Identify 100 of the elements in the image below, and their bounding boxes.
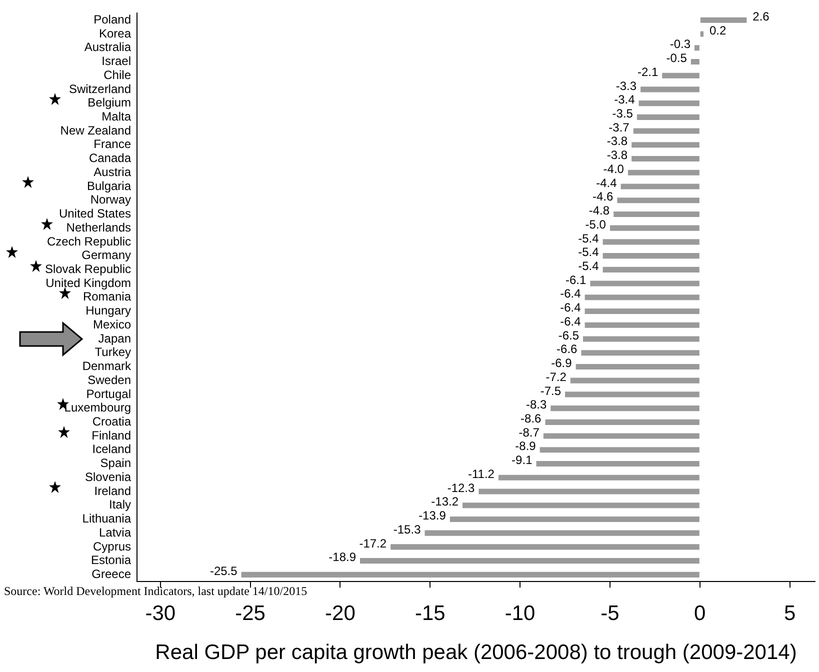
y-tick-label: Iceland bbox=[92, 442, 131, 456]
y-tick-label: Slovenia bbox=[84, 470, 132, 484]
bar bbox=[602, 266, 700, 272]
bar bbox=[590, 280, 700, 286]
y-tick-label: Spain bbox=[100, 456, 131, 470]
x-tick-label: -30 bbox=[145, 602, 176, 625]
y-tick-label: Croatia bbox=[92, 414, 132, 428]
bar bbox=[632, 142, 700, 148]
bar bbox=[536, 460, 700, 467]
data-label: -12.3 bbox=[447, 480, 476, 495]
x-tick-label: 5 bbox=[784, 602, 796, 625]
data-label: -6.6 bbox=[556, 342, 578, 356]
bar bbox=[690, 58, 700, 64]
data-label: -25.5 bbox=[210, 564, 238, 578]
bar bbox=[628, 170, 700, 176]
x-tick-label: -10 bbox=[504, 602, 536, 625]
data-label: -8.9 bbox=[515, 439, 536, 454]
y-tick-label: Czech Republic bbox=[46, 234, 131, 248]
y-tick-label: Israel bbox=[102, 54, 131, 68]
bar bbox=[565, 392, 700, 398]
y-tick-label: Denmark bbox=[82, 359, 132, 374]
bar bbox=[360, 558, 700, 564]
data-label: -4.6 bbox=[592, 190, 614, 204]
data-label: -4.4 bbox=[596, 176, 618, 190]
y-tick-label: Romania bbox=[82, 290, 132, 304]
bar bbox=[543, 433, 700, 439]
data-label: -8.3 bbox=[526, 398, 547, 412]
bar bbox=[636, 114, 700, 120]
data-label: -8.7 bbox=[518, 425, 540, 440]
bar bbox=[602, 239, 700, 245]
source-note: Source: World Development Indicators, last update 14/10/2015 bbox=[4, 584, 308, 598]
y-tick-label: New Zealand bbox=[60, 123, 131, 138]
data-label: -3.7 bbox=[608, 120, 630, 134]
data-label: -7.5 bbox=[540, 384, 562, 398]
bar bbox=[478, 488, 700, 494]
data-label: -5.0 bbox=[585, 217, 606, 232]
bar bbox=[241, 572, 700, 578]
bar bbox=[390, 544, 700, 550]
y-tick-label: Greece bbox=[92, 566, 132, 581]
bar bbox=[424, 530, 700, 536]
y-tick-label: Portugal bbox=[86, 386, 131, 401]
data-label: -3.8 bbox=[606, 134, 628, 148]
bar bbox=[450, 516, 700, 522]
data-label: -6.5 bbox=[558, 328, 580, 342]
y-tick-label: Poland bbox=[94, 12, 131, 26]
data-label: -11.2 bbox=[468, 466, 495, 481]
data-label: -6.4 bbox=[560, 286, 582, 301]
y-tick-label: Austria bbox=[94, 164, 132, 179]
y-tick-label: Hungary bbox=[86, 304, 131, 318]
y-tick-label: United States bbox=[58, 206, 131, 221]
bar bbox=[617, 198, 700, 204]
y-tick-label: Canada bbox=[88, 151, 132, 166]
data-label: 0.2 bbox=[710, 23, 727, 38]
y-tick-label: Latvia bbox=[98, 525, 132, 540]
y-tick-label: France bbox=[94, 137, 132, 152]
bar bbox=[633, 128, 700, 134]
y-tick-label: Sweden bbox=[88, 372, 131, 387]
y-tick-label: Luxembourg bbox=[64, 400, 131, 415]
bar bbox=[540, 447, 700, 453]
bar bbox=[610, 225, 700, 231]
bar bbox=[638, 100, 700, 106]
data-label: -7.2 bbox=[546, 370, 567, 384]
y-tick-label: Japan bbox=[98, 331, 131, 346]
x-tick-label: -5 bbox=[600, 602, 620, 625]
y-tick-label: Lithuania bbox=[82, 512, 132, 526]
data-label: -2.1 bbox=[637, 64, 658, 79]
bar bbox=[498, 474, 700, 480]
y-tick-label: Ireland bbox=[94, 484, 131, 498]
bar bbox=[700, 17, 747, 23]
bar bbox=[584, 294, 700, 300]
y-tick-label: Malta bbox=[102, 109, 132, 124]
bar bbox=[662, 72, 700, 78]
data-label: -4.0 bbox=[603, 162, 624, 176]
y-tick-label: Norway bbox=[90, 192, 131, 207]
bar bbox=[694, 45, 700, 51]
data-label: -8.6 bbox=[520, 411, 542, 426]
y-tick-label: Slovak Republic bbox=[44, 262, 131, 276]
data-label: -3.8 bbox=[606, 148, 628, 162]
data-label: -4.8 bbox=[588, 204, 610, 218]
y-tick-label: Cyprus bbox=[92, 539, 131, 554]
bar bbox=[620, 184, 700, 190]
y-tick-label: Chile bbox=[104, 68, 132, 82]
bar bbox=[570, 378, 700, 384]
data-label: -5.4 bbox=[578, 258, 600, 273]
y-tick-label: Estonia bbox=[90, 553, 132, 568]
data-label: 2.6 bbox=[752, 9, 770, 24]
x-tick-label: -20 bbox=[325, 602, 356, 625]
data-label: -0.5 bbox=[666, 51, 688, 66]
y-tick-label: Korea bbox=[98, 26, 132, 40]
data-label: -6.1 bbox=[566, 272, 587, 287]
bar bbox=[640, 86, 700, 92]
data-label: -13.2 bbox=[431, 494, 459, 509]
bar bbox=[581, 350, 700, 356]
bar bbox=[462, 502, 700, 508]
bar bbox=[632, 156, 700, 162]
bar bbox=[576, 364, 700, 370]
y-tick-label: Netherlands bbox=[66, 220, 131, 234]
data-label: -6.9 bbox=[551, 356, 572, 370]
data-label: -18.9 bbox=[328, 550, 356, 564]
bar bbox=[550, 406, 700, 412]
